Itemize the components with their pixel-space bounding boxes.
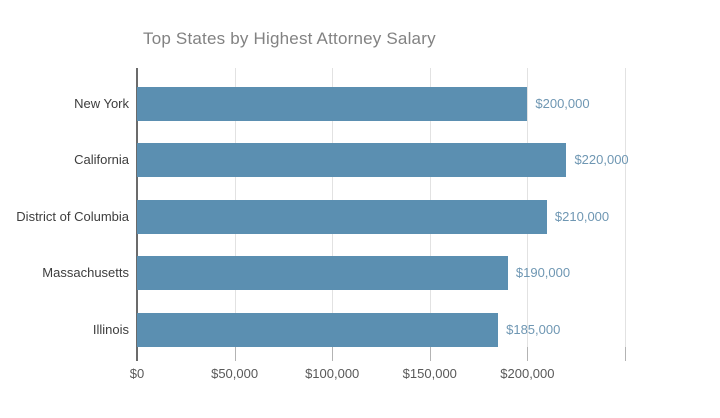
x-tick-label: $100,000	[305, 366, 360, 381]
bar	[137, 256, 508, 291]
axis-tick	[527, 347, 529, 361]
category-label: Illinois	[92, 321, 129, 337]
x-tick-label: $200,000	[500, 366, 555, 381]
bar-value-label: $185,000	[506, 321, 561, 337]
x-tick-label: $50,000	[211, 366, 259, 381]
axis-tick	[234, 347, 236, 361]
chart-title: Top States by Highest Attorney Salary	[143, 29, 436, 48]
axis-tick	[429, 347, 431, 361]
x-tick-label: $0	[129, 366, 145, 381]
category-label: District of Columbia	[16, 208, 129, 224]
category-label: New York	[74, 96, 129, 111]
bar-value-label: $190,000	[515, 265, 571, 281]
bar	[137, 199, 547, 234]
bar	[137, 312, 499, 347]
category-label: California	[74, 152, 129, 168]
bar	[137, 87, 528, 121]
x-tick-label: $150,000	[402, 366, 457, 381]
bar-value-label: $220,000	[574, 152, 629, 168]
axis-tick	[332, 347, 334, 361]
bar	[137, 143, 567, 178]
bar-value-label: $200,000	[535, 96, 590, 111]
plot-area	[136, 68, 626, 361]
bar-value-label: $210,000	[554, 208, 610, 224]
axis-tick	[136, 347, 138, 361]
gridline	[625, 68, 626, 347]
category-label: Massachusetts	[42, 265, 129, 281]
axis-tick	[625, 347, 626, 361]
